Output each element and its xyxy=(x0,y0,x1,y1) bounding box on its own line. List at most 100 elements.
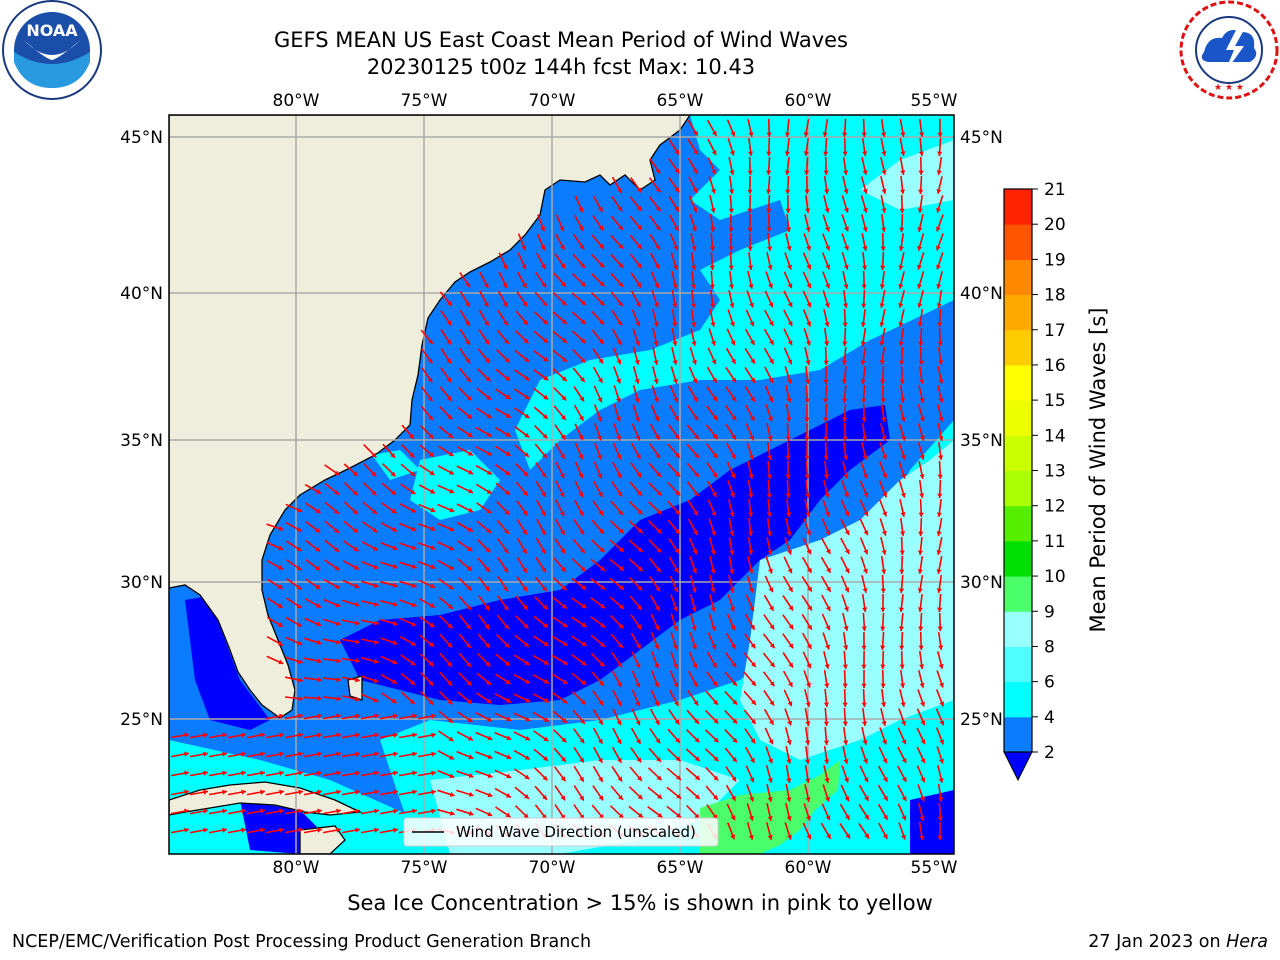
wind-arrow-head xyxy=(750,643,756,649)
wind-arrow-head xyxy=(544,678,549,684)
wind-arrow-head xyxy=(371,452,377,458)
wind-arrow-head xyxy=(597,473,603,479)
wind-arrow-head xyxy=(483,283,489,288)
wind-arrow-head xyxy=(502,283,508,289)
colorbar-tick-label: 2 xyxy=(1044,743,1055,763)
wind-arrow-head xyxy=(525,735,531,741)
wind-arrow-head xyxy=(617,472,622,478)
wind-arrow-head xyxy=(861,417,867,422)
wind-arrow-head xyxy=(618,528,624,534)
wind-arrow-head xyxy=(278,659,284,665)
wind-arrow-head xyxy=(713,699,718,705)
footer-org: NCEP/EMC/Verification Post Processing Pr… xyxy=(12,932,592,952)
wind-arrow-head xyxy=(241,808,246,814)
wind-arrow-head xyxy=(843,759,849,764)
wind-arrow-head xyxy=(767,797,773,802)
wind-arrow-head xyxy=(751,680,756,686)
wind-arrow-head xyxy=(315,527,321,533)
wind-arrow-head xyxy=(786,778,792,783)
wind-arrow-head xyxy=(842,417,848,422)
wind-arrow-head xyxy=(806,264,812,270)
wind-arrow-head xyxy=(617,681,622,687)
colorbar-tick-label: 8 xyxy=(1044,637,1055,657)
wind-arrow-head xyxy=(654,682,660,688)
wind-arrow-head xyxy=(691,341,697,346)
wind-arrow-head xyxy=(786,759,792,764)
wind-arrow-head xyxy=(883,814,888,820)
wind-arrow-head xyxy=(881,189,887,194)
colorbar-segment xyxy=(1004,224,1032,260)
wind-arrow-head xyxy=(599,339,604,344)
wind-arrow-head xyxy=(393,770,398,776)
colorbar-label: Mean Period of Wind Waves [s] xyxy=(1086,308,1110,633)
wind-arrow-head xyxy=(712,434,718,440)
wind-arrow-head xyxy=(412,751,417,757)
wind-arrow-head xyxy=(374,808,379,814)
wind-arrow-head xyxy=(750,396,755,402)
wind-arrow-head xyxy=(486,508,492,514)
wind-arrow-head xyxy=(447,414,453,420)
wind-arrow-head xyxy=(616,378,621,384)
wind-arrow-head xyxy=(692,359,697,365)
wind-arrow-head xyxy=(544,697,549,703)
wind-arrow-head xyxy=(484,624,490,630)
wind-arrow-head xyxy=(431,770,436,776)
wind-arrow-head xyxy=(748,474,754,479)
wind-arrow-head xyxy=(825,644,830,650)
wind-arrow-head xyxy=(616,720,622,726)
wind-arrow-head xyxy=(842,322,848,327)
wind-arrow-head xyxy=(767,436,773,441)
wind-arrow-head xyxy=(486,413,492,418)
wind-arrow-head xyxy=(543,756,548,761)
wind-arrow-head xyxy=(617,339,622,345)
wind-arrow-head xyxy=(748,531,754,536)
wind-arrow-head xyxy=(655,244,660,250)
wind-arrow-head xyxy=(580,262,585,268)
wind-arrow-head xyxy=(804,398,810,403)
wind-arrow-head xyxy=(336,658,341,664)
wind-arrow-head xyxy=(334,565,340,571)
wind-arrow-head xyxy=(694,471,699,477)
lon-labels-bottom: 80°W 75°W 70°W 65°W 60°W 55°W xyxy=(273,858,958,878)
wind-arrow-head xyxy=(806,302,812,308)
wind-arrow-head xyxy=(729,303,735,308)
wind-arrow-head xyxy=(298,808,303,814)
wind-arrow-head xyxy=(747,208,753,213)
wind-arrow-head xyxy=(730,815,736,821)
wind-arrow-head xyxy=(618,509,623,515)
wind-arrow-head xyxy=(861,664,867,669)
wind-arrow-head xyxy=(862,226,868,232)
wind-arrow-head xyxy=(861,132,867,137)
wind-arrow-head xyxy=(732,718,738,724)
wind-arrow-head xyxy=(241,732,246,738)
wind-arrow-head xyxy=(655,168,661,174)
lat-label: 45°N xyxy=(960,128,1003,148)
wind-arrow-head xyxy=(334,489,340,495)
wind-arrow-head xyxy=(543,394,549,400)
wind-arrow-head xyxy=(486,528,491,533)
wind-arrow-head xyxy=(374,751,379,757)
wind-arrow-head xyxy=(784,151,790,156)
wind-arrow-head xyxy=(881,208,887,213)
wind-arrow-head xyxy=(766,208,772,213)
wind-arrow-head xyxy=(618,623,624,629)
wind-arrow-head xyxy=(917,569,923,574)
wind-arrow-head xyxy=(769,605,774,611)
wind-arrow-head xyxy=(599,262,605,268)
wind-arrow-head xyxy=(561,415,566,420)
wind-arrow-head xyxy=(522,301,527,307)
wind-arrow-head xyxy=(823,702,829,707)
wind-arrow-head xyxy=(636,757,642,763)
wind-arrow-head xyxy=(917,303,923,308)
wind-arrow-head xyxy=(674,529,680,534)
wind-arrow-head xyxy=(842,341,848,346)
wind-arrow-head xyxy=(523,471,529,477)
wind-arrow-head xyxy=(880,379,886,384)
wind-arrow-head xyxy=(729,569,735,574)
land-areas xyxy=(169,115,691,854)
wind-arrow-head xyxy=(203,770,208,776)
wind-arrow-head xyxy=(467,451,473,456)
wind-arrow-head xyxy=(787,720,792,726)
wind-arrow-head xyxy=(617,662,623,668)
wind-arrow-head xyxy=(823,360,829,365)
